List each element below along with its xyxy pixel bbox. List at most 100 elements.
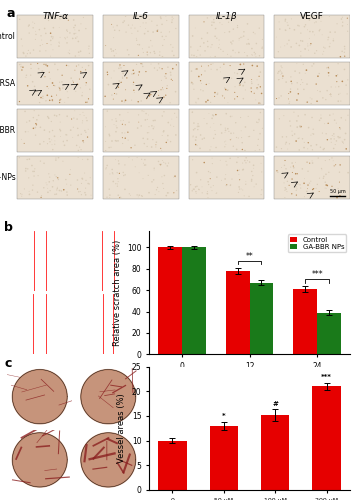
Point: [121, 62, 127, 70]
Point: [41, 184, 47, 192]
Point: [251, 48, 257, 56]
Point: [55, 184, 60, 192]
Point: [345, 20, 351, 28]
Point: [18, 60, 24, 68]
Point: [120, 168, 126, 176]
Point: [284, 18, 290, 26]
Point: [47, 128, 52, 136]
Point: [84, 78, 89, 86]
Point: [286, 90, 292, 98]
Point: [170, 64, 176, 72]
Point: [171, 173, 176, 181]
Point: [50, 183, 55, 191]
Point: [301, 60, 306, 68]
Point: [257, 146, 262, 154]
Point: [143, 19, 149, 27]
Point: [66, 62, 72, 70]
Point: [152, 64, 157, 72]
Point: [237, 81, 243, 89]
Point: [86, 50, 92, 58]
Point: [278, 164, 284, 172]
Point: [37, 124, 43, 132]
Point: [252, 146, 258, 154]
Point: [80, 117, 85, 125]
Point: [322, 44, 328, 52]
Point: [75, 176, 80, 184]
Point: [85, 180, 91, 188]
Point: [114, 168, 120, 176]
Point: [212, 52, 218, 60]
Point: [111, 52, 117, 60]
Point: [245, 112, 251, 120]
Point: [43, 179, 49, 187]
Point: [304, 158, 310, 166]
Point: [298, 184, 303, 192]
Point: [252, 30, 258, 38]
Point: [102, 92, 108, 100]
Point: [64, 188, 70, 196]
Point: [30, 24, 36, 32]
Point: [111, 120, 117, 128]
Point: [153, 143, 159, 151]
Point: [154, 26, 159, 34]
Point: [236, 36, 242, 44]
Point: [49, 92, 55, 100]
Point: [280, 133, 285, 141]
Point: [73, 34, 79, 42]
Point: [32, 20, 37, 28]
Point: [117, 78, 123, 86]
Point: [164, 82, 170, 90]
Point: [82, 126, 88, 134]
Point: [55, 176, 61, 184]
Point: [192, 124, 198, 132]
Point: [47, 96, 52, 104]
Point: [228, 38, 234, 46]
Point: [251, 90, 257, 98]
Point: [222, 84, 227, 92]
Point: [129, 96, 135, 104]
Point: [209, 186, 215, 194]
Point: [231, 142, 236, 150]
Point: [164, 192, 169, 200]
Point: [331, 135, 337, 143]
Point: [116, 26, 122, 34]
Point: [253, 180, 259, 188]
Point: [114, 90, 119, 98]
Point: [223, 170, 228, 178]
Point: [65, 49, 71, 57]
Point: [345, 168, 351, 176]
Point: [24, 156, 30, 164]
Point: [163, 91, 169, 99]
FancyBboxPatch shape: [103, 109, 178, 152]
Point: [136, 118, 142, 126]
FancyBboxPatch shape: [189, 109, 264, 152]
Point: [39, 36, 45, 44]
Point: [257, 100, 263, 108]
Point: [233, 118, 238, 126]
Point: [130, 66, 136, 74]
Point: [323, 184, 329, 192]
Point: [30, 186, 35, 194]
Point: [206, 110, 212, 118]
Point: [234, 146, 240, 154]
Point: [223, 86, 228, 94]
Point: [74, 33, 80, 41]
Point: [318, 18, 324, 25]
Point: [106, 80, 111, 88]
Bar: [317, 312, 341, 354]
Point: [319, 31, 325, 39]
Point: [276, 68, 282, 76]
Bar: [226, 270, 250, 354]
Point: [40, 40, 45, 48]
Point: [132, 24, 138, 32]
Point: [64, 33, 70, 41]
Point: [207, 146, 213, 154]
Point: [124, 74, 130, 82]
Bar: [250, 282, 273, 354]
Point: [52, 171, 58, 179]
Point: [110, 170, 116, 178]
Point: [246, 192, 252, 200]
Point: [215, 90, 220, 98]
Point: [32, 124, 38, 132]
Text: 50 μm: 50 μm: [330, 190, 345, 194]
